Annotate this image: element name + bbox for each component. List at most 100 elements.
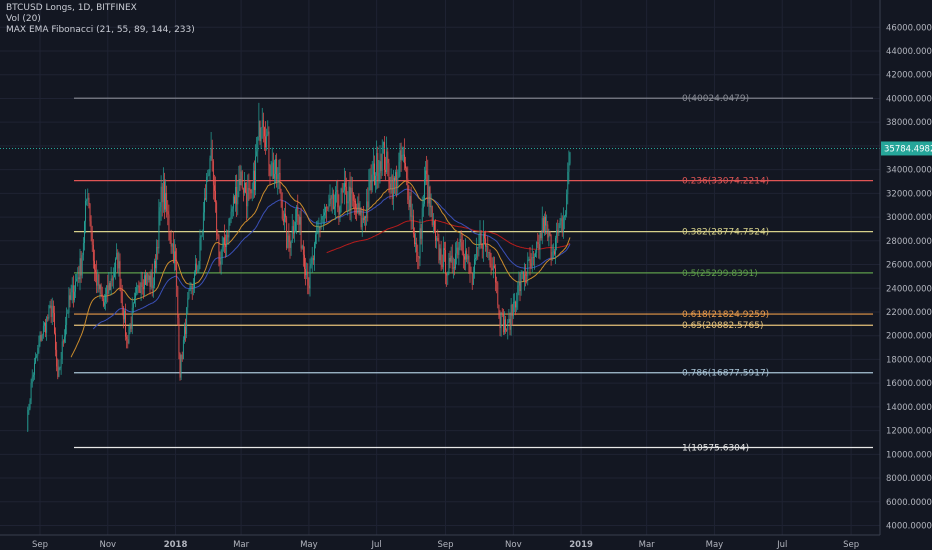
candle bbox=[302, 240, 304, 267]
candle bbox=[295, 208, 296, 233]
candle bbox=[478, 233, 480, 257]
candle bbox=[486, 243, 488, 258]
candle bbox=[160, 175, 162, 221]
candle bbox=[48, 304, 50, 321]
candle bbox=[414, 227, 415, 247]
candle bbox=[569, 151, 571, 166]
candle bbox=[286, 215, 288, 251]
candle bbox=[287, 232, 289, 249]
candle bbox=[319, 226, 321, 238]
candle bbox=[436, 235, 438, 249]
candle bbox=[150, 269, 152, 290]
candle bbox=[264, 126, 265, 151]
candle bbox=[266, 128, 268, 151]
candle bbox=[551, 244, 553, 261]
price-axis[interactable]: 46000.0000 44000.0000 42000.0000 40000.0000… bbox=[886, 23, 932, 531]
candle bbox=[305, 257, 306, 286]
candle bbox=[564, 215, 565, 230]
legend-indicator[interactable]: MAX EMA Fibonacci (21, 55, 89, 144, 233) bbox=[6, 25, 195, 35]
candle bbox=[568, 150, 570, 185]
candle bbox=[301, 244, 303, 250]
candle bbox=[296, 204, 298, 235]
candle bbox=[191, 283, 193, 300]
candle bbox=[122, 305, 124, 329]
fib-level-label: 0(40024.0479) bbox=[682, 94, 749, 104]
candle bbox=[68, 287, 70, 319]
candle bbox=[402, 146, 404, 163]
candle bbox=[374, 155, 375, 186]
candle bbox=[285, 201, 286, 223]
candle bbox=[270, 160, 272, 177]
candle bbox=[441, 254, 443, 270]
candle bbox=[558, 222, 560, 237]
candle bbox=[357, 196, 359, 214]
candle bbox=[217, 229, 219, 240]
candle bbox=[340, 187, 342, 213]
candle bbox=[80, 251, 82, 283]
candle bbox=[409, 191, 411, 221]
candle bbox=[467, 254, 469, 264]
candle bbox=[489, 249, 491, 268]
candle bbox=[76, 273, 78, 282]
candle bbox=[324, 203, 325, 225]
candle bbox=[245, 182, 246, 194]
candle bbox=[329, 184, 331, 207]
time-axis[interactable]: Sep Nov 2018 Mar May Jul Sep Nov 2019 Mar May Jul Se… bbox=[32, 540, 859, 550]
candle bbox=[365, 215, 366, 231]
y-tick-label: 18000.0000 bbox=[886, 355, 932, 365]
candle bbox=[85, 189, 86, 234]
candle bbox=[108, 271, 110, 295]
candle bbox=[331, 187, 333, 214]
candle bbox=[542, 215, 544, 233]
candle bbox=[240, 165, 242, 186]
candle bbox=[318, 217, 320, 242]
candle bbox=[504, 311, 505, 335]
candle bbox=[400, 142, 402, 172]
candle bbox=[446, 272, 448, 287]
candle bbox=[236, 174, 238, 217]
candle bbox=[249, 181, 251, 200]
legend-volume[interactable]: Vol (20) bbox=[6, 14, 41, 24]
candle bbox=[335, 186, 336, 220]
candle bbox=[78, 265, 80, 283]
x-tick-label: May bbox=[706, 540, 724, 550]
candle bbox=[99, 284, 101, 299]
candle bbox=[119, 253, 121, 292]
candle bbox=[341, 182, 343, 204]
candle bbox=[451, 244, 453, 274]
candle bbox=[58, 359, 60, 378]
candle bbox=[322, 208, 324, 231]
candle bbox=[199, 229, 201, 270]
candle bbox=[136, 282, 138, 296]
candle bbox=[74, 285, 75, 303]
candle bbox=[476, 237, 478, 261]
legend-symbol[interactable]: BTCUSD Longs, 1D, BITFINEX bbox=[6, 3, 137, 13]
candle bbox=[86, 198, 88, 206]
candle bbox=[42, 321, 44, 339]
candle bbox=[520, 270, 522, 296]
candle bbox=[522, 271, 524, 281]
y-tick-label: 32000.0000 bbox=[886, 189, 932, 199]
candle bbox=[57, 358, 59, 380]
candle bbox=[44, 321, 45, 333]
candle bbox=[471, 272, 473, 290]
candle bbox=[130, 316, 132, 333]
candle bbox=[364, 215, 365, 226]
candle bbox=[34, 357, 35, 380]
candle bbox=[320, 214, 322, 230]
candle bbox=[294, 221, 295, 243]
candle bbox=[274, 159, 275, 189]
candle bbox=[528, 256, 530, 262]
candle bbox=[186, 306, 188, 339]
candle bbox=[297, 194, 299, 225]
candle bbox=[514, 293, 515, 313]
candle bbox=[525, 264, 526, 287]
candle bbox=[72, 275, 74, 308]
candle bbox=[517, 281, 519, 310]
candle bbox=[315, 231, 316, 249]
candle bbox=[238, 165, 240, 198]
candle bbox=[279, 158, 281, 194]
candle bbox=[161, 182, 163, 217]
candle bbox=[559, 218, 561, 229]
